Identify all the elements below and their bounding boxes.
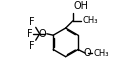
Text: CH₃: CH₃	[82, 16, 98, 25]
Text: CH₃: CH₃	[94, 49, 109, 58]
Text: F: F	[29, 17, 35, 27]
Text: F: F	[27, 29, 33, 39]
Text: F: F	[29, 41, 35, 51]
Text: O: O	[38, 29, 46, 39]
Text: O: O	[83, 48, 91, 58]
Text: OH: OH	[74, 1, 89, 11]
